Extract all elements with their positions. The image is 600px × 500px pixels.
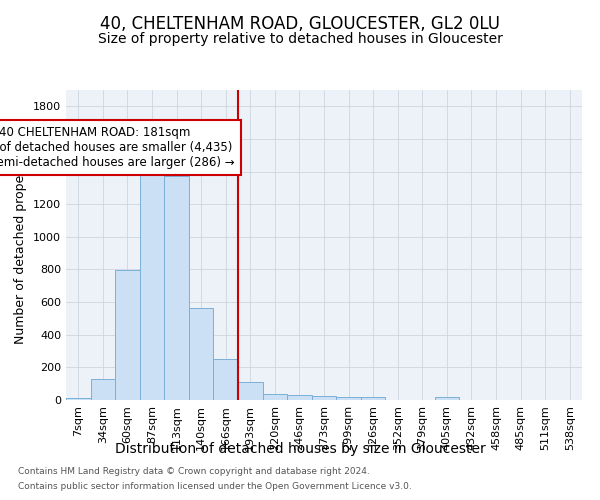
Bar [91,379,115,400]
Bar [115,270,140,400]
Text: Distribution of detached houses by size in Gloucester: Distribution of detached houses by size … [115,442,485,456]
Bar [189,308,214,400]
Text: Size of property relative to detached houses in Gloucester: Size of property relative to detached ho… [98,32,502,46]
Bar [66,398,91,400]
Y-axis label: Number of detached properties: Number of detached properties [14,146,28,344]
Text: Contains HM Land Registry data © Crown copyright and database right 2024.: Contains HM Land Registry data © Crown c… [18,467,370,476]
Bar [164,176,189,400]
Bar [312,396,336,400]
Text: 40, CHELTENHAM ROAD, GLOUCESTER, GL2 0LU: 40, CHELTENHAM ROAD, GLOUCESTER, GL2 0LU [100,15,500,33]
Bar [238,382,263,400]
Bar [336,396,361,400]
Bar [214,359,238,400]
Bar [434,396,459,400]
Bar [140,161,164,400]
Bar [361,397,385,400]
Text: Contains public sector information licensed under the Open Government Licence v3: Contains public sector information licen… [18,482,412,491]
Text: 40 CHELTENHAM ROAD: 181sqm
← 94% of detached houses are smaller (4,435)
6% of se: 40 CHELTENHAM ROAD: 181sqm ← 94% of deta… [0,126,235,169]
Bar [287,395,312,400]
Bar [263,394,287,400]
